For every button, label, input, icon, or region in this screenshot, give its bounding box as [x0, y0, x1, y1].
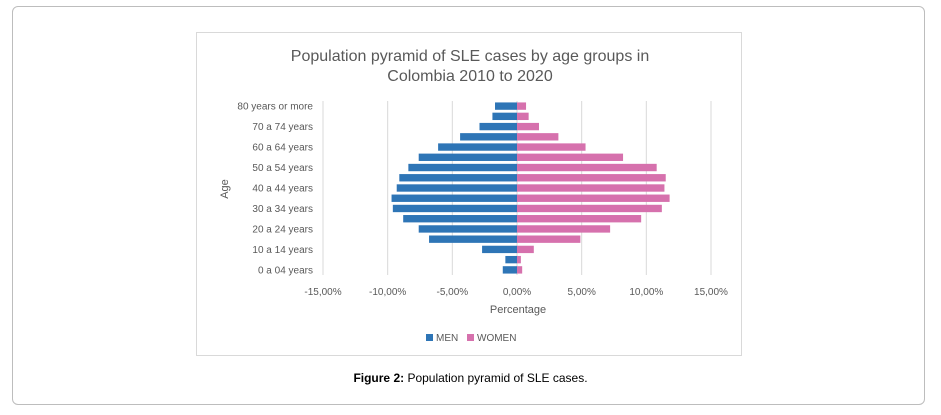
x-tick-label: 5,00%	[567, 287, 595, 298]
x-tick-label: 15,00%	[694, 287, 728, 298]
women-bar	[517, 235, 581, 243]
legend-label-men: MEN	[436, 333, 458, 344]
men-bar	[391, 194, 517, 202]
chart-container: Population pyramid of SLE cases by age g…	[196, 32, 742, 356]
men-bar	[429, 235, 517, 243]
x-tick-label: -10,00%	[369, 287, 406, 298]
caption-text: Population pyramid of SLE cases.	[404, 371, 588, 385]
men-bar	[418, 225, 517, 233]
y-tick-label: 70 a 74 years	[252, 122, 313, 133]
x-tick-label: 10,00%	[629, 287, 663, 298]
women-bar	[517, 143, 586, 151]
legend: MEN WOMEN	[426, 333, 516, 344]
women-bar	[517, 215, 642, 223]
men-bar	[392, 204, 517, 213]
men-bar	[495, 102, 517, 110]
legend-swatch-women	[467, 334, 474, 341]
x-axis-title: Percentage	[490, 304, 546, 316]
men-bar	[502, 266, 517, 274]
caption-label: Figure 2:	[353, 371, 405, 385]
women-bar	[517, 194, 670, 202]
x-tick-label: -5,00%	[436, 287, 468, 298]
chart-title-line1: Population pyramid of SLE cases by age g…	[291, 48, 649, 65]
x-tick-label: 0,00%	[503, 287, 531, 298]
men-bar	[482, 245, 517, 254]
legend-swatch-men	[426, 334, 433, 341]
women-bar	[517, 174, 666, 182]
women-bar	[517, 102, 527, 110]
women-bar	[517, 204, 662, 213]
men-bar	[505, 255, 517, 264]
chart-title-line2: Colombia 2010 to 2020	[387, 68, 553, 85]
men-bar	[460, 133, 517, 141]
women-bar	[517, 245, 534, 254]
men-bar	[396, 184, 517, 192]
men-bar	[399, 174, 517, 182]
y-tick-label: 40 a 44 years	[252, 184, 313, 195]
y-tick-label: 60 a 64 years	[252, 143, 313, 154]
men-bar	[403, 215, 517, 223]
y-tick-label: 30 a 34 years	[252, 204, 313, 215]
men-bar	[438, 143, 517, 151]
y-tick-label: 50 a 54 years	[252, 163, 313, 174]
women-bar	[517, 122, 539, 131]
women-bar	[517, 266, 523, 274]
men-bar	[492, 112, 517, 121]
y-tick-label: 80 years or more	[237, 102, 313, 113]
x-tick-label: -15,00%	[304, 287, 341, 298]
men-bar	[418, 153, 517, 161]
women-bar	[517, 112, 529, 121]
women-bar	[517, 184, 665, 192]
men-bar	[408, 163, 517, 172]
legend-label-women: WOMEN	[477, 333, 516, 344]
y-tick-label: 0 a 04 years	[258, 265, 313, 276]
y-axis-title: Age	[219, 179, 231, 199]
women-bar	[517, 255, 521, 264]
women-bar	[517, 133, 559, 141]
women-bar	[517, 225, 611, 233]
population-pyramid-chart: Population pyramid of SLE cases by age g…	[219, 48, 728, 344]
men-bar	[479, 122, 517, 131]
figure-caption: Figure 2: Population pyramid of SLE case…	[0, 371, 941, 385]
y-tick-label: 10 a 14 years	[252, 245, 313, 256]
women-bar	[517, 163, 657, 172]
women-bar	[517, 153, 624, 161]
y-tick-label: 20 a 24 years	[252, 224, 313, 235]
